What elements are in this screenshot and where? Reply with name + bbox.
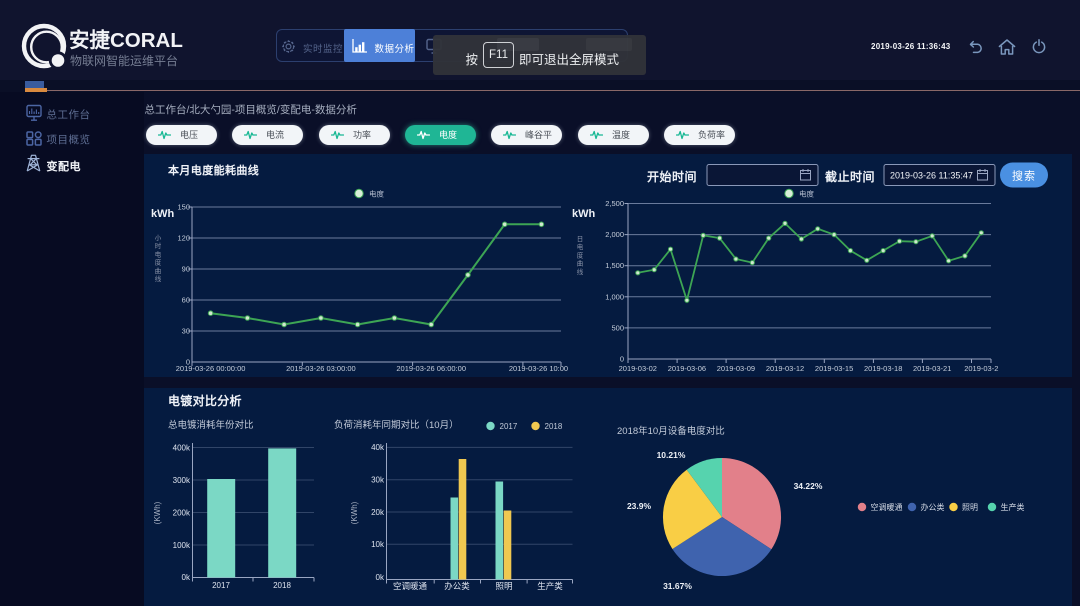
svg-text:日: 日: [577, 235, 584, 243]
svg-text:本月电度能耗曲线: 本月电度能耗曲线: [168, 163, 259, 177]
svg-text:电镀对比分析: 电镀对比分析: [168, 393, 242, 408]
svg-text:总电镀消耗年份对比: 总电镀消耗年份对比: [168, 419, 254, 431]
svg-text:2019-03-02: 2019-03-02: [619, 364, 657, 373]
svg-text:2019-03-26 06:00:00: 2019-03-26 06:00:00: [396, 364, 466, 373]
svg-text:120: 120: [177, 234, 190, 243]
svg-text:空调暖通: 空调暖通: [393, 581, 428, 591]
svg-text:500: 500: [611, 323, 624, 332]
svg-text:2017: 2017: [500, 422, 518, 431]
svg-text:电度: 电度: [799, 189, 814, 199]
svg-text:2019-03-18: 2019-03-18: [864, 364, 902, 373]
svg-text:办公类: 办公类: [921, 502, 945, 512]
svg-text:0: 0: [620, 355, 624, 364]
svg-text:20k: 20k: [371, 508, 385, 517]
svg-text:2019-03-09: 2019-03-09: [717, 364, 755, 373]
svg-text:200k: 200k: [173, 508, 191, 517]
svg-text:生产类: 生产类: [537, 581, 563, 591]
svg-text:电度: 电度: [369, 189, 384, 199]
svg-text:100k: 100k: [173, 541, 191, 550]
svg-text:2019-03-21: 2019-03-21: [913, 364, 951, 373]
svg-text:照明: 照明: [495, 581, 512, 591]
svg-text:kWh: kWh: [151, 208, 175, 220]
svg-text:曲: 曲: [155, 266, 162, 275]
svg-text:2,500: 2,500: [605, 199, 624, 208]
svg-text:2019-03-26 11:35:47: 2019-03-26 11:35:47: [890, 171, 973, 181]
svg-text:2018: 2018: [545, 422, 563, 431]
svg-text:150: 150: [177, 203, 190, 212]
svg-text:2019-03-26 03:00:00: 2019-03-26 03:00:00: [286, 364, 356, 373]
svg-text:kWh: kWh: [572, 208, 596, 220]
svg-text:31.67%: 31.67%: [663, 581, 692, 591]
svg-text:2018年10月设备电度对比: 2018年10月设备电度对比: [617, 425, 725, 437]
svg-text:搜索: 搜索: [1012, 169, 1036, 183]
svg-text:2019-03-15: 2019-03-15: [815, 364, 853, 373]
svg-text:时: 时: [155, 241, 162, 250]
svg-text:2019-03-26 10:00: 2019-03-26 10:00: [509, 364, 568, 373]
svg-text:400k: 400k: [173, 443, 191, 452]
svg-text:90: 90: [182, 265, 190, 274]
svg-text:60: 60: [182, 296, 190, 305]
svg-text:办公类: 办公类: [444, 581, 470, 591]
svg-text:(KWh): (KWh): [350, 501, 359, 524]
svg-text:10k: 10k: [371, 540, 385, 549]
svg-text:0k: 0k: [376, 573, 385, 582]
svg-text:小: 小: [155, 233, 162, 242]
svg-text:23.9%: 23.9%: [627, 501, 652, 511]
svg-text:2,000: 2,000: [605, 230, 624, 239]
svg-text:线: 线: [155, 274, 162, 283]
svg-text:300k: 300k: [173, 476, 191, 485]
svg-text:度: 度: [155, 258, 162, 267]
svg-text:照明: 照明: [962, 503, 978, 512]
svg-text:1,000: 1,000: [605, 292, 624, 301]
svg-text:2018: 2018: [273, 581, 291, 590]
svg-text:2017: 2017: [212, 581, 230, 590]
svg-text:1,500: 1,500: [605, 261, 624, 270]
svg-text:电: 电: [577, 242, 584, 251]
svg-text:线: 线: [577, 267, 584, 276]
svg-text:2019-03-06: 2019-03-06: [668, 364, 706, 373]
svg-text:负荷消耗年同期对比（10月）: 负荷消耗年同期对比（10月）: [334, 419, 459, 431]
svg-text:生产类: 生产类: [1001, 502, 1025, 512]
svg-text:度: 度: [577, 250, 584, 259]
svg-text:34.22%: 34.22%: [794, 481, 823, 491]
svg-text:2019-03-26 00:00:00: 2019-03-26 00:00:00: [176, 364, 246, 373]
svg-text:截止时间: 截止时间: [825, 169, 875, 184]
svg-text:空调暖通: 空调暖通: [871, 502, 903, 512]
svg-text:0k: 0k: [182, 573, 191, 582]
svg-text:30: 30: [182, 327, 190, 336]
svg-text:30k: 30k: [371, 476, 385, 485]
svg-text:0: 0: [186, 358, 190, 367]
svg-text:(KWh): (KWh): [153, 501, 162, 524]
svg-text:曲: 曲: [577, 259, 584, 268]
svg-text:开始时间: 开始时间: [647, 169, 697, 184]
svg-text:电: 电: [155, 249, 162, 258]
svg-text:2019-03-2: 2019-03-2: [964, 364, 998, 373]
svg-text:10.21%: 10.21%: [657, 450, 686, 460]
svg-text:40k: 40k: [371, 443, 385, 452]
svg-text:2019-03-12: 2019-03-12: [766, 364, 804, 373]
